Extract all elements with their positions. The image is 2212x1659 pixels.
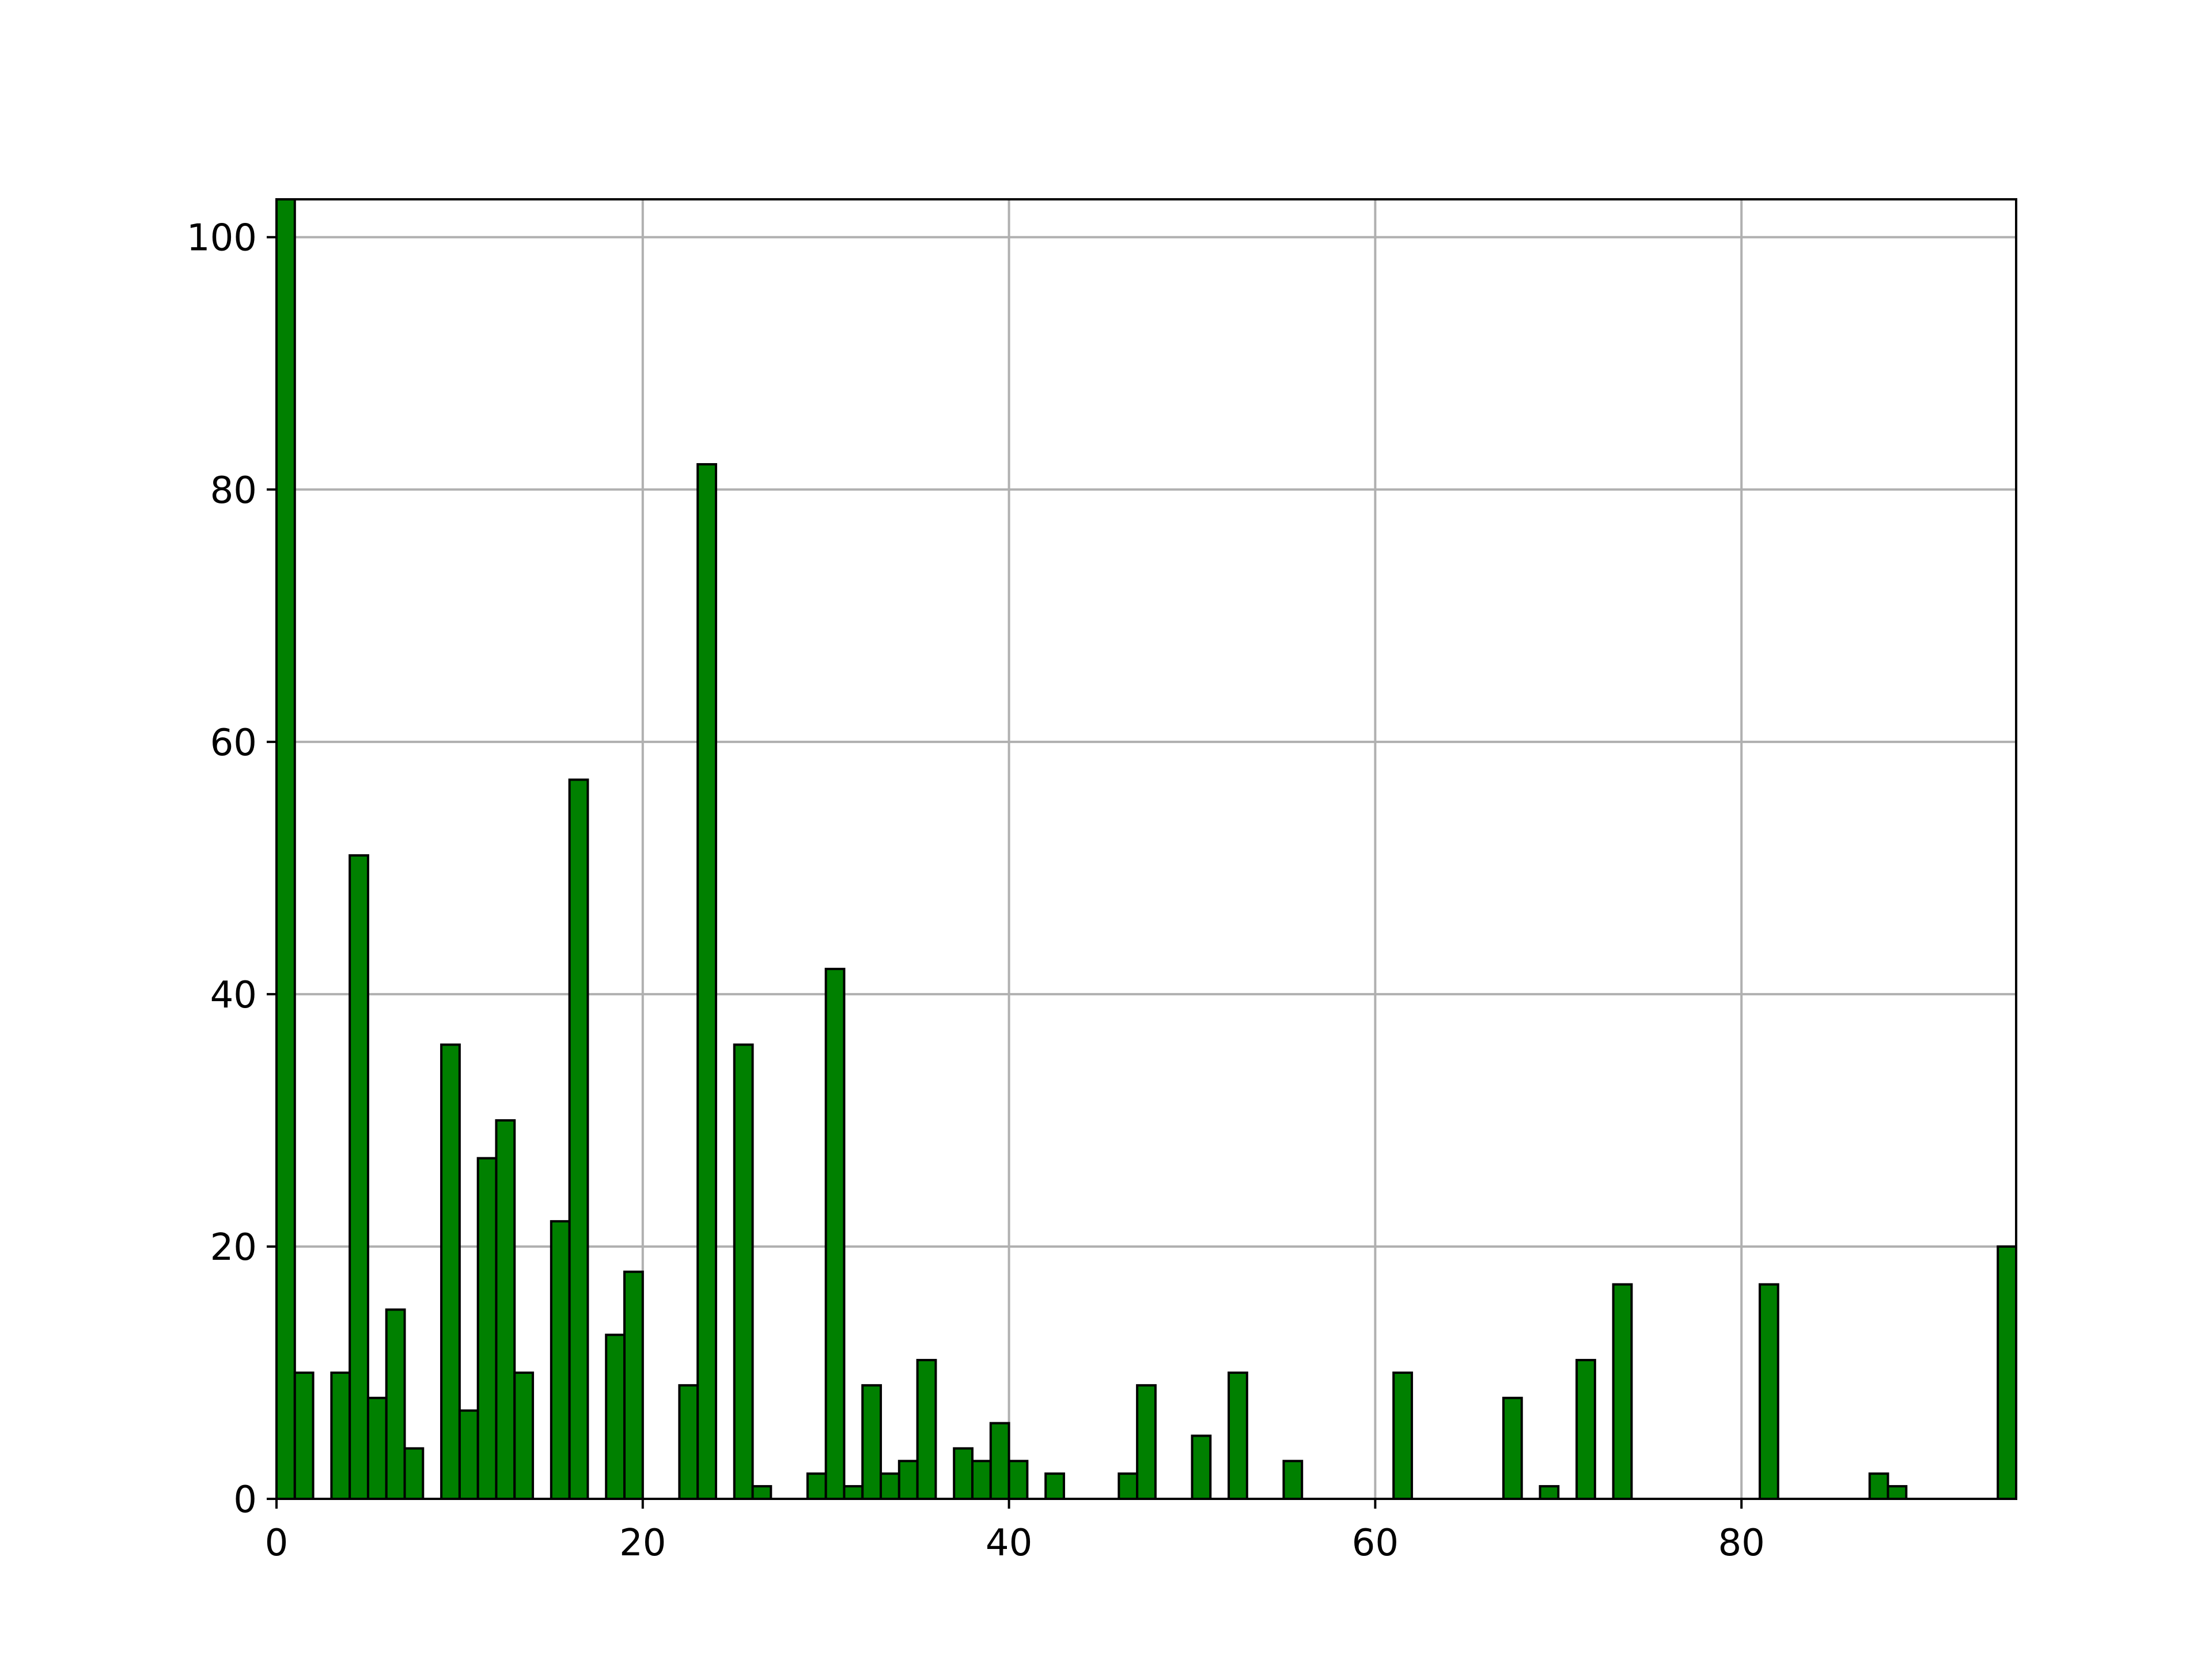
histogram-bar — [843, 1485, 864, 1501]
histogram-bar — [623, 1270, 644, 1500]
histogram-bar — [1575, 1359, 1596, 1500]
histogram-bar — [1887, 1485, 1908, 1501]
histogram-bar — [678, 1384, 699, 1500]
histogram-bar — [751, 1485, 772, 1501]
histogram-bar — [953, 1447, 974, 1501]
histogram-bar — [1539, 1485, 1560, 1501]
histogram-bar — [861, 1384, 882, 1500]
histogram-bar — [1007, 1460, 1029, 1500]
histogram-bar — [1612, 1283, 1633, 1500]
histogram-bar — [733, 1043, 754, 1500]
histogram-bar — [1191, 1434, 1212, 1500]
histogram-bar — [293, 1371, 315, 1501]
histogram-bar — [495, 1119, 516, 1500]
histogram-bar — [971, 1460, 992, 1500]
histogram-bar — [458, 1409, 479, 1501]
histogram-bar — [1136, 1384, 1157, 1500]
histogram-bar — [1228, 1371, 1248, 1501]
x-tick-label: 80 — [1718, 1522, 1764, 1565]
histogram-bar — [550, 1220, 571, 1501]
histogram-bar — [385, 1308, 406, 1500]
histogram-bar — [1118, 1472, 1139, 1500]
histogram-bar — [605, 1334, 626, 1501]
histogram-bars — [275, 198, 2017, 1501]
x-tick-label: 20 — [619, 1522, 666, 1565]
histogram-bar — [806, 1472, 827, 1500]
histogram-bar — [989, 1422, 1010, 1500]
histogram-bar — [1044, 1472, 1065, 1500]
y-tick-label: 40 — [210, 974, 257, 1017]
histogram-bar — [568, 778, 589, 1500]
axis-ticks: 0 20 40 60 80 0 20 40 60 80 100 — [187, 217, 1765, 1565]
y-tick-label: 100 — [187, 217, 257, 260]
histogram-bar — [1997, 1245, 2017, 1500]
x-tick-label: 60 — [1352, 1522, 1399, 1565]
x-tick-label: 0 — [265, 1522, 289, 1565]
histogram-bar — [349, 854, 369, 1500]
histogram-bar — [1868, 1472, 1889, 1500]
plot-background — [276, 199, 2016, 1499]
histogram-bar — [824, 968, 846, 1500]
histogram-bar — [275, 198, 296, 1500]
x-tick-label: 40 — [986, 1522, 1032, 1565]
histogram-bar — [366, 1396, 388, 1500]
histogram-bar — [513, 1371, 535, 1501]
histogram-bar — [897, 1460, 919, 1500]
histogram-bar — [476, 1157, 498, 1500]
histogram-bar — [1758, 1283, 1779, 1500]
histogram-bar — [1282, 1460, 1304, 1500]
y-tick-label: 80 — [210, 469, 257, 512]
y-tick-label: 20 — [210, 1226, 257, 1269]
histogram-bar — [1502, 1396, 1523, 1500]
axes-frame — [275, 198, 2017, 1500]
histogram-bar — [440, 1043, 461, 1500]
y-tick-label: 0 — [233, 1479, 257, 1521]
histogram-bar — [696, 463, 717, 1500]
histogram-bar — [1392, 1371, 1413, 1501]
histogram-bar — [330, 1371, 351, 1501]
y-tick-label: 60 — [210, 722, 257, 764]
histogram-bar — [880, 1472, 900, 1500]
histogram-bar — [403, 1447, 425, 1501]
histogram-bar — [916, 1359, 937, 1500]
